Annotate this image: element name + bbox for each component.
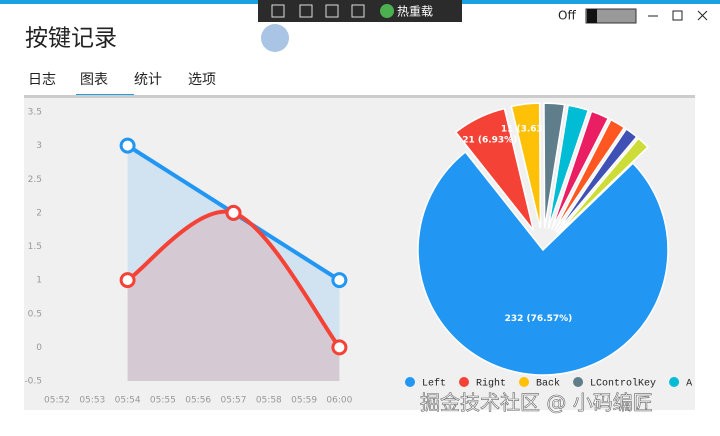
pie-slice [555,127,638,233]
maximize-button[interactable] [672,10,683,21]
toggle-switch[interactable] [585,8,637,24]
hot-reload-icon [380,4,394,18]
x-tick-label: 05:56 [185,396,211,406]
hot-reload-label[interactable]: 热重载 [397,5,433,19]
legend-label: Back [536,378,560,390]
value-label: 11 (3.63%) [501,124,556,134]
toolbar-icon[interactable] [271,4,285,18]
pie-slice [553,118,626,232]
legend-swatch [405,377,415,387]
close-button[interactable] [697,10,708,21]
data-point [119,137,136,154]
legend-swatch [459,377,470,387]
x-tick-label: 05:57 [221,396,247,406]
panel-border [24,95,695,98]
pie-slice [417,150,669,376]
legend-label: Left [422,378,446,390]
toggle-label: Off [558,9,576,23]
y-tick-label: 0.5 [28,309,42,319]
toolbar-icon[interactable] [299,4,313,18]
legend-label: LControlKey [590,378,656,390]
watermark: 掘金技术社区 @ 小码编匠 [420,391,653,415]
data-point [225,204,242,221]
window-title: 按键记录 [25,26,117,52]
data-point [331,339,348,356]
legend-swatch [573,377,584,387]
x-tick-label: 05:59 [291,396,317,406]
pie-slice [557,137,649,235]
y-tick-label: 1 [36,276,42,286]
x-tick-label: 05:53 [79,396,105,406]
data-point [119,272,136,289]
x-tick-label: 05:52 [44,396,70,406]
legend-label: Right [476,378,506,390]
pie-slice [543,102,566,229]
x-tick-label: 05:54 [115,396,141,406]
legend-swatch [519,377,530,387]
pie-slice [510,102,542,229]
value-label: 232 (76.57%) [505,314,573,324]
value-label: 21 (6.93%) [462,136,517,146]
toolbar-icon[interactable] [351,4,365,18]
series-area [127,211,340,381]
y-tick-label: 1.5 [28,242,42,252]
toolbar-icon[interactable] [325,4,339,18]
x-tick-label: 05:58 [256,396,282,406]
series-area [127,145,340,381]
x-tick-label: 05:55 [150,396,176,406]
y-tick-label: 2.5 [28,175,42,185]
x-tick-label: 06:00 [326,396,352,406]
y-tick-label: 3.5 [28,108,42,118]
tab[interactable]: 选项 [188,72,216,88]
y-tick-label: -0.5 [24,377,42,387]
legend-label: A [686,379,692,390]
data-point [331,272,348,289]
y-tick-label: 3 [36,141,42,151]
legend-swatch [669,377,680,387]
tab[interactable]: 图表 [80,72,108,88]
gear-icon [261,24,289,52]
pie-slice [550,110,610,231]
pie-slice [454,107,535,231]
tab[interactable]: 统计 [134,72,162,88]
y-tick-label: 2 [36,208,42,218]
pie-slice [547,104,590,229]
tab[interactable]: 日志 [28,72,56,88]
toggle-knob[interactable] [587,9,597,23]
y-tick-label: 0 [36,343,42,353]
